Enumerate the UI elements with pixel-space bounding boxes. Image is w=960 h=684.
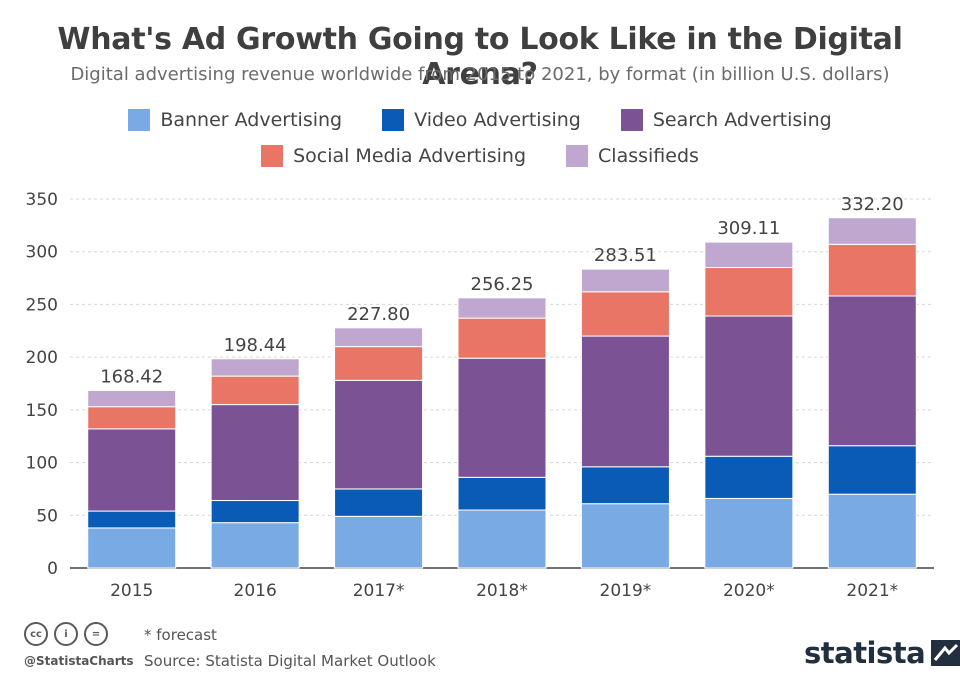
footer-note: * forecast [144, 626, 217, 644]
footer-source: Source: Statista Digital Market Outlook [144, 652, 436, 670]
legend-label-social: Social Media Advertising [293, 145, 527, 167]
x-tick-label: 2016 [234, 581, 277, 600]
y-tick-label: 0 [47, 559, 58, 579]
x-tick-label: 2021* [846, 581, 898, 600]
bar-segment [334, 515, 424, 569]
legend-swatch-video [382, 109, 405, 131]
by-icon: i [54, 622, 78, 646]
bar-segment [827, 295, 917, 447]
bar-segment [827, 243, 917, 297]
y-tick-label: 50 [36, 506, 58, 526]
y-tick-label: 200 [26, 348, 58, 368]
y-tick-label: 150 [26, 401, 58, 421]
legend-swatch-banner [128, 109, 151, 131]
bar-segment [210, 500, 300, 524]
legend-swatch-search [620, 109, 643, 131]
bar-segment [334, 346, 424, 381]
x-tick-label: 2018* [476, 581, 528, 600]
bar-segment [704, 315, 794, 457]
bar-segment [87, 428, 177, 512]
legend-label-banner: Banner Advertising [160, 109, 343, 131]
legend-item-banner: Banner Advertising [128, 109, 342, 131]
legend-label-search: Search Advertising [652, 109, 832, 131]
x-tick-label: 2019* [600, 581, 652, 600]
bar-segment [457, 476, 547, 511]
y-tick-label: 350 [26, 190, 58, 210]
legend-item-search: Search Advertising [620, 109, 832, 131]
legend-swatch-classifieds [566, 145, 589, 167]
total-label: 283.51 [594, 245, 657, 266]
legend-row-2: Social Media Advertising Classifieds [0, 145, 960, 167]
bar-segment [210, 358, 300, 377]
bar-segment [334, 379, 424, 490]
x-tick-label: 2020* [723, 581, 775, 600]
bar-segment [334, 488, 424, 517]
legend-swatch-social [261, 145, 284, 167]
bar-segment [457, 357, 547, 478]
legend-item-classifieds: Classifieds [566, 145, 699, 167]
bar-segment [704, 455, 794, 499]
bar-segment [827, 493, 917, 569]
bar-segment [580, 466, 670, 505]
chart-subtitle: Digital advertising revenue worldwide fr… [70, 64, 890, 85]
y-tick-label: 100 [26, 454, 58, 474]
bar-segment [457, 297, 547, 319]
total-label: 309.11 [717, 218, 780, 239]
legend-item-video: Video Advertising [382, 109, 581, 131]
statista-mark-icon [931, 640, 960, 666]
total-label: 198.44 [224, 335, 287, 356]
cc-icon: cc [24, 622, 48, 646]
stacked-bar-chart: 0 50 100 150 200 250 300 350 168.42 2015 198.44 201… [26, 190, 934, 600]
chart-title: What's Ad Growth Going to Look Like in t… [57, 22, 903, 92]
bar-segment [334, 327, 424, 348]
y-tick-label: 250 [26, 295, 58, 315]
total-label: 256.25 [471, 274, 534, 295]
bar-segment [704, 497, 794, 569]
legend-label-classifieds: Classifieds [598, 145, 699, 167]
footer-handle: @StatistaCharts [24, 654, 134, 668]
bar-segment [210, 404, 300, 502]
x-tick-label: 2015 [110, 581, 153, 600]
bar-segment [580, 335, 670, 468]
bar-segment [87, 510, 177, 529]
bar-segment [827, 445, 917, 495]
bar-segment [87, 527, 177, 569]
bar-segment [210, 522, 300, 569]
bar-segment [704, 241, 794, 269]
license-icons: cc i = [24, 622, 114, 646]
x-tick-label: 2017* [353, 581, 405, 600]
total-label: 227.80 [347, 304, 410, 325]
bar-segment [580, 503, 670, 569]
bar-segment [704, 267, 794, 317]
bar-segment [210, 375, 300, 406]
legend-row-1: Banner Advertising Video Advertising Sea… [0, 109, 960, 131]
bar-segment [580, 291, 670, 337]
bar-segment [580, 268, 670, 293]
legend-item-social: Social Media Advertising [261, 145, 526, 167]
total-label: 332.20 [841, 194, 904, 215]
nd-icon: = [84, 622, 108, 646]
bar-segment [457, 509, 547, 569]
bar-segment [827, 217, 917, 245]
bar-segment [87, 389, 177, 408]
bar-segment [87, 406, 177, 430]
y-tick-label: 300 [26, 243, 58, 263]
statista-wordmark: statista [804, 636, 926, 670]
total-label: 168.42 [100, 366, 163, 387]
bar-segment [457, 317, 547, 359]
legend-label-video: Video Advertising [414, 109, 581, 131]
statista-logo: statista [804, 636, 960, 670]
